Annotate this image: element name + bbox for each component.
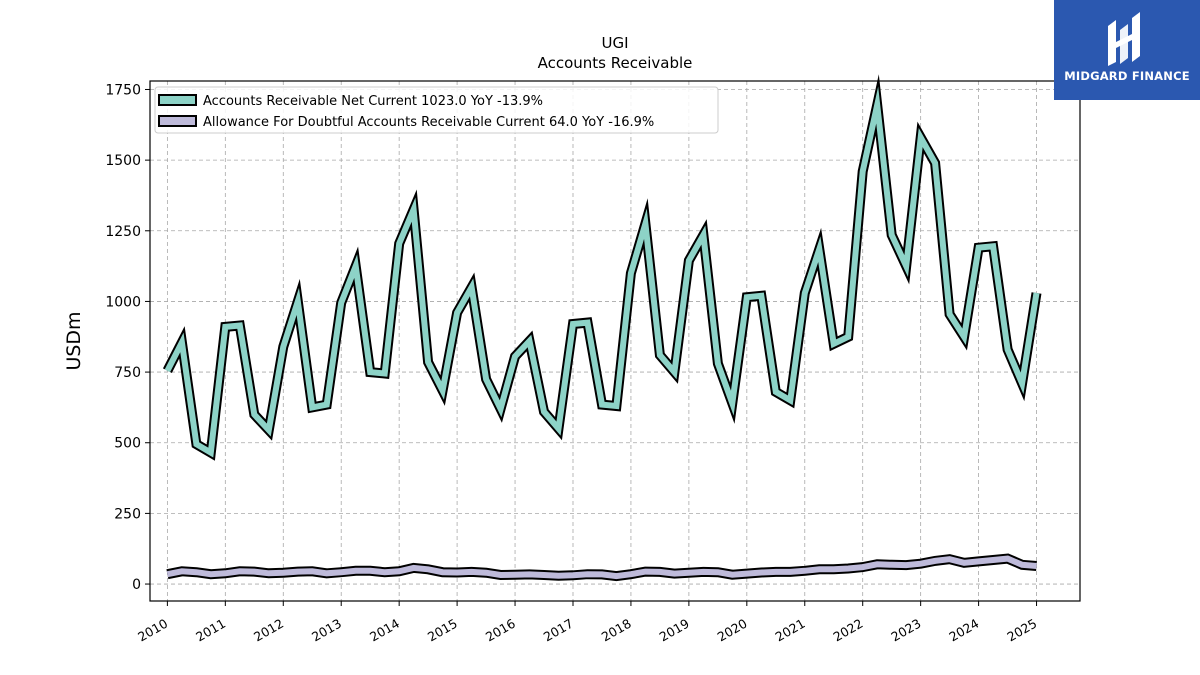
x-tick-label: 2020 — [715, 616, 750, 645]
y-tick-label: 750 — [114, 365, 141, 381]
legend-box — [154, 86, 719, 134]
x-tick-label: 2014 — [367, 616, 402, 645]
legend-swatch — [158, 94, 197, 106]
chart-title: UGI — [601, 34, 628, 52]
x-tick-label: 2018 — [599, 616, 634, 645]
x-tick-label: 2013 — [309, 616, 344, 645]
y-tick-label: 1000 — [105, 294, 141, 310]
series-layer — [162, 74, 1042, 582]
plot-frame — [149, 80, 1081, 602]
y-tick-label: 1250 — [105, 224, 141, 240]
x-tick-label: 2012 — [251, 616, 286, 645]
x-tick-label: 2021 — [773, 616, 808, 645]
x-axis: 2010 2011 2012 2013 2014 2015 2016 2017 2018 2019… — [135, 601, 1039, 645]
x-tick-label: 2017 — [541, 616, 576, 645]
x-tick-label: 2016 — [483, 616, 518, 645]
x-tick-label: 2010 — [135, 616, 170, 645]
series-line — [164, 86, 1040, 458]
legend-label: Allowance For Doubtful Accounts Receivab… — [203, 115, 654, 130]
y-tick-label: 1500 — [105, 153, 141, 169]
series-line — [166, 555, 1037, 580]
legend-label: Accounts Receivable Net Current 1023.0 Y… — [203, 94, 543, 109]
y-tick-label: 1750 — [105, 82, 141, 98]
series-1 — [162, 74, 1042, 461]
brand-logo: MIDGARD FINANCE — [1054, 0, 1200, 100]
legend: Accounts Receivable Net Current 1023.0 Y… — [154, 86, 719, 134]
x-tick-label: 2025 — [1004, 616, 1039, 645]
series-2 — [166, 553, 1037, 582]
y-tick-label: 0 — [132, 577, 141, 593]
x-tick-label: 2022 — [830, 616, 865, 645]
chart-subtitle: Accounts Receivable — [538, 54, 693, 72]
x-tick-label: 2019 — [657, 616, 692, 645]
x-tick-label: 2015 — [425, 616, 460, 645]
brand-name: MIDGARD FINANCE — [1064, 69, 1190, 83]
y-tick-label: 250 — [114, 506, 141, 522]
legend-swatch — [158, 115, 197, 127]
x-tick-label: 2023 — [888, 616, 923, 645]
y-tick-label: 500 — [114, 436, 141, 452]
midgard-logo-icon — [1108, 12, 1140, 66]
y-axis: 0 250 500 750 1000 1250 1500 1750 — [105, 82, 150, 593]
y-axis-label: USDm — [63, 311, 85, 370]
x-tick-label: 2024 — [946, 616, 981, 645]
x-tick-label: 2011 — [193, 616, 228, 645]
